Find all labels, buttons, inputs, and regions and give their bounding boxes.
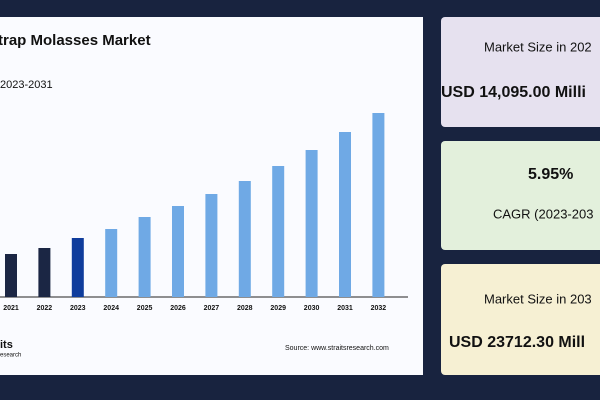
x-tick-label: 2023 bbox=[70, 305, 86, 312]
bar bbox=[272, 166, 285, 297]
source: Source: www.straitsresearch.com bbox=[285, 345, 389, 352]
logo: its bbox=[0, 339, 13, 351]
bar bbox=[5, 254, 17, 297]
bar bbox=[305, 150, 318, 297]
card bbox=[441, 141, 600, 250]
card-value: USD 14,095.00 Milli bbox=[441, 84, 586, 101]
logo: esearch bbox=[0, 353, 21, 359]
bar bbox=[205, 194, 218, 297]
card-label: CAGR (2023-203 bbox=[493, 206, 593, 221]
bar bbox=[138, 217, 151, 297]
card-label: Market Size in 203 bbox=[484, 291, 592, 306]
x-tick-label: 2031 bbox=[337, 305, 353, 312]
bar bbox=[172, 206, 184, 297]
x-tick-label: 2028 bbox=[237, 305, 253, 312]
card bbox=[441, 17, 600, 127]
bar bbox=[71, 238, 84, 297]
chart-title: trap Molasses Market bbox=[0, 32, 151, 49]
chart-subtitle: 2023-2031 bbox=[0, 79, 53, 91]
bar bbox=[38, 248, 51, 297]
x-tick-label: 2030 bbox=[304, 305, 320, 312]
card-label: Market Size in 202 bbox=[484, 39, 592, 54]
bar bbox=[105, 229, 118, 297]
x-tick-label: 2021 bbox=[3, 305, 19, 312]
x-tick-label: 2029 bbox=[270, 305, 286, 312]
x-tick-label: 2026 bbox=[170, 305, 186, 312]
bar bbox=[372, 113, 385, 297]
card-value: 5.95% bbox=[528, 166, 573, 183]
x-tick-label: 2032 bbox=[371, 305, 387, 312]
card-value: USD 23712.30 Mill bbox=[449, 334, 585, 351]
x-tick-label: 2024 bbox=[103, 305, 119, 312]
x-tick-label: 2025 bbox=[137, 305, 153, 312]
x-tick-label: 2022 bbox=[37, 305, 53, 312]
card bbox=[441, 264, 600, 375]
bar bbox=[238, 181, 251, 297]
bar bbox=[339, 132, 351, 297]
x-tick-label: 2027 bbox=[204, 305, 220, 312]
